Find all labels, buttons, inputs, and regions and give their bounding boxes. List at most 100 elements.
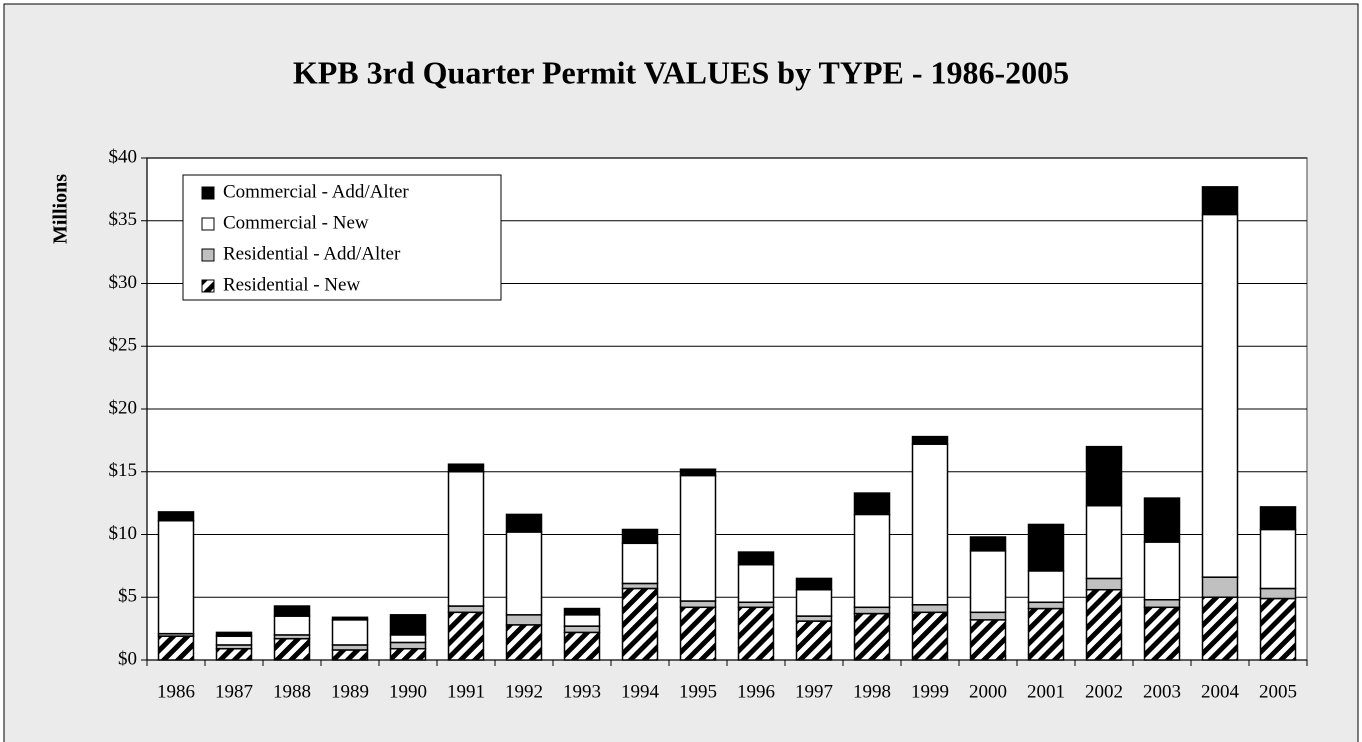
bar-segment (737, 606, 775, 661)
legend-label: Commercial - Add/Alter (223, 181, 409, 202)
bar-segment (969, 611, 1007, 621)
x-tick-label: 1993 (563, 681, 601, 702)
bar-segment (911, 604, 949, 614)
legend-label: Residential - Add/Alter (223, 243, 401, 264)
x-tick-label: 1996 (737, 681, 775, 702)
y-tick-label: $25 (109, 335, 138, 356)
bar-segment (331, 619, 369, 646)
legend-box (182, 174, 502, 301)
x-tick-label: 1989 (331, 681, 369, 702)
bar-segment (621, 582, 659, 590)
x-tick-label: 2003 (1143, 681, 1181, 702)
bars (157, 186, 1297, 661)
bar-segment (853, 513, 891, 609)
bar-segment (1259, 597, 1297, 661)
bar-segment (447, 605, 485, 614)
bar-segment (737, 563, 775, 604)
y-tick-label: $15 (109, 460, 138, 481)
y-tick-label: $0 (118, 648, 137, 669)
bar-segment (853, 606, 891, 615)
bar-segment (273, 605, 311, 617)
y-tick-label: $35 (109, 209, 138, 230)
bar-segment (331, 616, 369, 621)
bar-segment (157, 511, 195, 522)
bar-segment (1027, 607, 1065, 661)
x-tick-label: 1990 (389, 681, 427, 702)
bar-segment (447, 463, 485, 473)
bar-segment (505, 624, 543, 661)
chart-title: KPB 3rd Quarter Permit VALUES by TYPE - … (293, 54, 1069, 90)
bar-segment (911, 611, 949, 661)
bar-segment (563, 631, 601, 661)
bar-segment (1085, 577, 1123, 591)
x-tick-label: 1998 (853, 681, 891, 702)
bar-segment (969, 536, 1007, 552)
x-tick-label: 2001 (1027, 681, 1065, 702)
bar-segment (215, 647, 253, 661)
y-tick-label: $10 (109, 523, 138, 544)
bar-segment (389, 641, 427, 650)
legend-swatch (201, 217, 215, 231)
bar-segment (1201, 186, 1239, 216)
bar-segment (621, 528, 659, 545)
legend-swatch (201, 186, 215, 200)
legend-swatch (201, 248, 215, 262)
bar-segment (447, 611, 485, 661)
bar-segment (679, 606, 717, 661)
bar-segment (737, 551, 775, 566)
bar-segment (505, 614, 543, 626)
bar-segment (273, 615, 311, 636)
bar-segment (505, 531, 543, 616)
bar-segment (795, 577, 833, 591)
y-tick-label: $40 (109, 146, 138, 167)
y-tick-label: $20 (109, 397, 138, 418)
x-tick-label: 2002 (1085, 681, 1123, 702)
bar-segment (331, 649, 369, 661)
bar-segment (389, 634, 427, 644)
bar-segment (1085, 504, 1123, 580)
bar-segment (1201, 213, 1239, 578)
x-tick-label: 1997 (795, 681, 833, 702)
bar-segment (1201, 596, 1239, 661)
bar-segment (911, 435, 949, 445)
x-tick-label: 1991 (447, 681, 485, 702)
bar-segment (157, 635, 195, 661)
x-tick-label: 1988 (273, 681, 311, 702)
x-tick-label: 1995 (679, 681, 717, 702)
y-tick-label: $5 (118, 586, 137, 607)
bar-segment (563, 614, 601, 627)
bar-segment (389, 647, 427, 661)
legend: Commercial - Add/Alter Commercial - New Re… (182, 174, 502, 301)
bar-segment (795, 620, 833, 661)
bar-segment (331, 644, 369, 651)
bar-segment (1027, 601, 1065, 610)
bar-segment (389, 614, 427, 636)
bar-segment (911, 443, 949, 606)
bar-segment (563, 607, 601, 616)
bar-segment (157, 519, 195, 635)
x-tick-label: 2004 (1201, 681, 1240, 702)
bar-segment (621, 587, 659, 661)
bar-segment (679, 468, 717, 477)
bar-segment (1143, 599, 1181, 609)
axes: $0 $5 $10 $15 $20 $25 $30 $35 $40 1986 1987 1988 198… (109, 146, 1308, 702)
x-tick-label: 1992 (505, 681, 543, 702)
x-tick-label: 1987 (215, 681, 253, 702)
bar-segment (1143, 541, 1181, 601)
bar-segment (969, 619, 1007, 661)
bar-segment (853, 612, 891, 661)
legend-label: Residential - New (223, 274, 360, 295)
x-tick-label: 1986 (157, 681, 195, 702)
y-tick-label: $30 (109, 272, 138, 293)
bar-segment (969, 550, 1007, 614)
x-tick-label: 1999 (911, 681, 949, 702)
bar-segment (737, 601, 775, 609)
x-tick-label: 1994 (621, 681, 660, 702)
bar-segment (795, 615, 833, 622)
bar-segment (679, 600, 717, 609)
y-axis-label: Millions (50, 174, 72, 244)
bar-segment (853, 492, 891, 516)
bar-segment (1143, 606, 1181, 661)
